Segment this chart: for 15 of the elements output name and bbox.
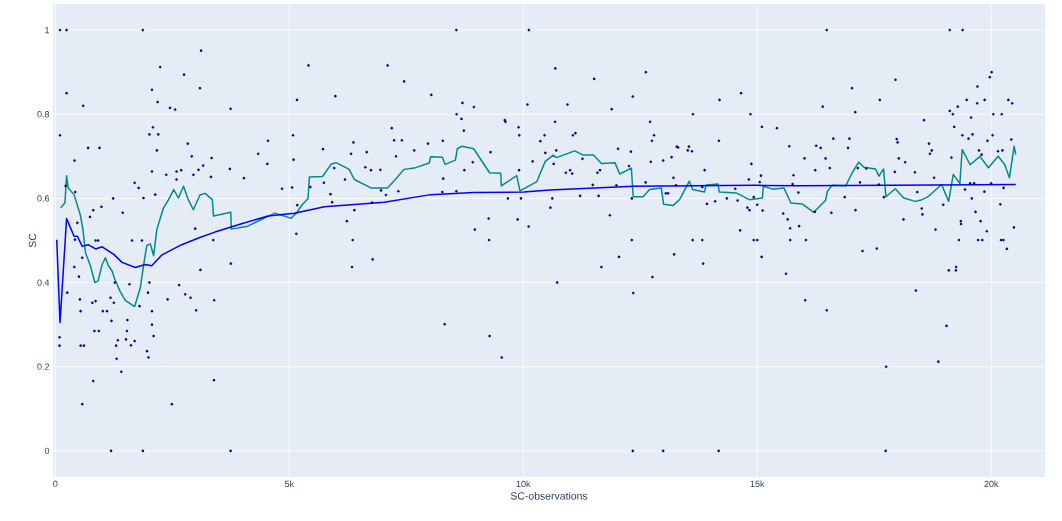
y-axis-title: SC <box>28 233 37 248</box>
y-tick-label: 0.2 <box>37 363 50 370</box>
y-tick-label: 1 <box>45 27 50 34</box>
y-tick-label: 0 <box>44 447 50 455</box>
x-tick-label: 5k <box>284 480 295 488</box>
y-tick-label: 0.4 <box>37 279 50 286</box>
line-series <box>59 145 1017 308</box>
x-tick-label: 0 <box>53 480 58 487</box>
line-series <box>55 183 1017 324</box>
x-tick-label: 20k <box>984 480 999 488</box>
x-tick-label: 10k <box>516 480 531 488</box>
x-axis-title: SC-observations <box>510 491 588 500</box>
y-tick-label: 0.6 <box>37 195 50 202</box>
y-tick-label: 0.8 <box>37 111 50 118</box>
x-tick-label: 15k <box>750 480 765 488</box>
